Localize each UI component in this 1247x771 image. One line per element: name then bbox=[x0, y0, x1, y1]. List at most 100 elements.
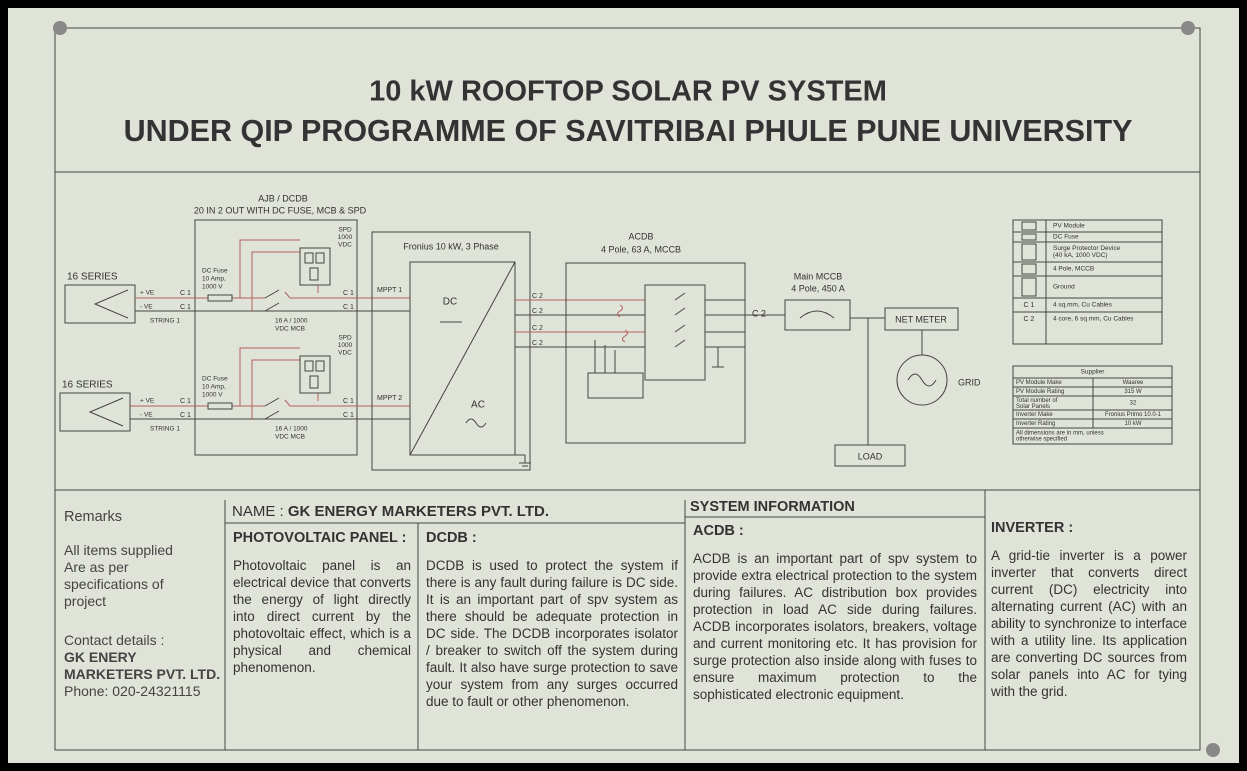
section-body: A grid-tie inverter is a power inverter … bbox=[991, 547, 1187, 700]
info-section: DCDB : DCDB is used to protect the system… bbox=[426, 530, 678, 710]
spd-label: VDC bbox=[338, 242, 352, 249]
ajb-title: AJB / DCDB bbox=[258, 193, 308, 203]
supplier-note: otherwise specified bbox=[1016, 437, 1067, 443]
company-name: MARKETERS PVT. LTD. bbox=[64, 666, 222, 683]
dc-fuse bbox=[208, 295, 232, 301]
subtitle: UNDER QIP PROGRAMME OF SAVITRIBAI PHULE … bbox=[124, 114, 1133, 148]
supplier-title: Supplier bbox=[1081, 369, 1106, 376]
section-body: DCDB is used to protect the system if th… bbox=[426, 557, 678, 710]
ground bbox=[515, 455, 531, 466]
spd-wire bbox=[240, 348, 318, 419]
legend-symbol bbox=[1022, 222, 1036, 230]
legend-symbol bbox=[1022, 234, 1036, 240]
mcb-switch bbox=[265, 290, 279, 311]
section-heading: DCDB : bbox=[426, 530, 678, 547]
cable-label: C 2 bbox=[532, 293, 543, 300]
meter-display bbox=[588, 373, 643, 398]
contact-label: Contact details : bbox=[64, 632, 222, 649]
pv-module bbox=[65, 285, 135, 323]
system-information: SYSTEM INFORMATION bbox=[690, 499, 855, 516]
legend-symbol bbox=[1022, 244, 1036, 260]
fuse-label: 10 Amp, bbox=[202, 276, 226, 283]
spd-label: SPD bbox=[338, 227, 352, 234]
mcb-switch bbox=[265, 398, 279, 419]
pv-symbol bbox=[90, 398, 123, 426]
supplier-value: Fronius Primo 10.0-1 bbox=[1105, 412, 1162, 418]
name-row: NAME : GK ENERGY MARKETERS PVT. LTD. bbox=[232, 503, 549, 520]
screw bbox=[1181, 21, 1195, 35]
ac-wave bbox=[466, 419, 486, 427]
spd-digits bbox=[305, 361, 324, 388]
acdb-out bbox=[705, 300, 745, 367]
cable-label: C 1 bbox=[343, 304, 354, 311]
series-label: 16 SERIES bbox=[62, 380, 113, 391]
polarity: + VE bbox=[140, 398, 155, 405]
cable-label: C 1 bbox=[180, 304, 191, 311]
mcb-label: 16 A / 1000 bbox=[275, 426, 308, 433]
mccb-arc bbox=[800, 311, 834, 318]
polarity: + VE bbox=[140, 290, 155, 297]
name-label: NAME : bbox=[232, 503, 284, 520]
mccb-subtitle: 4 Pole, 450 A bbox=[791, 283, 845, 293]
page: PV ModuleDC FuseSurge Protector Device(4… bbox=[0, 0, 1247, 771]
net-meter-label: NET METER bbox=[895, 314, 947, 324]
cable-label: C 2 bbox=[532, 308, 543, 315]
legend-code: C 1 bbox=[1024, 302, 1035, 309]
cable-label: C 2 bbox=[532, 325, 543, 332]
section-body: Photovoltaic panel is an electrical devi… bbox=[233, 557, 411, 676]
fuse-label: DC Fuse bbox=[202, 268, 228, 275]
section-heading: INVERTER : bbox=[991, 520, 1187, 537]
ajb-subtitle: 20 IN 2 OUT WITH DC FUSE, MCB & SPD bbox=[194, 205, 367, 215]
company-name: GK ENERY bbox=[64, 649, 222, 666]
cable-label: C 2 bbox=[752, 308, 766, 318]
section-body: ACDB is an important part of spv system … bbox=[693, 550, 977, 703]
supplier-label: PV Module Make bbox=[1016, 380, 1062, 386]
pv-symbol bbox=[95, 290, 128, 318]
supplier-value: 315 W bbox=[1124, 389, 1142, 395]
title: 10 kW ROOFTOP SOLAR PV SYSTEM bbox=[369, 76, 887, 108]
main-mccb-box bbox=[785, 300, 850, 330]
series-label: 16 SERIES bbox=[67, 272, 118, 283]
spd-label: VDC bbox=[338, 350, 352, 357]
cable-label: C 1 bbox=[343, 412, 354, 419]
coil bbox=[618, 305, 628, 342]
mcb-label: 16 A / 1000 bbox=[275, 318, 308, 325]
grid-label: GRID bbox=[958, 377, 981, 387]
legend-text: DC Fuse bbox=[1053, 234, 1079, 241]
supplier-value: 10 kW bbox=[1124, 421, 1141, 427]
legend-text: 4 sq.mm, Cu Cables bbox=[1053, 302, 1113, 309]
inverter-label: Fronius 10 kW, 3 Phase bbox=[403, 241, 499, 251]
cable-label: C 1 bbox=[343, 398, 354, 405]
fuse-label: 1000 V bbox=[202, 284, 223, 291]
polarity: - VE bbox=[140, 304, 153, 311]
screw bbox=[1206, 743, 1220, 757]
fuse-label: DC Fuse bbox=[202, 376, 228, 383]
mcb-label: VDC MCB bbox=[275, 434, 305, 441]
supplier-label: Solar Panels bbox=[1016, 404, 1050, 410]
legend-symbol bbox=[1022, 264, 1036, 274]
legend-text: 4 core, 6 sq mm, Cu Cables bbox=[1053, 316, 1134, 323]
spd-label: SPD bbox=[338, 335, 352, 342]
info-section: PHOTOVOLTAIC PANEL :Photovoltaic panel i… bbox=[233, 530, 411, 676]
supplier-value: 32 bbox=[1130, 401, 1137, 407]
string-label: STRING 1 bbox=[150, 426, 180, 433]
remarks-line: project bbox=[64, 593, 222, 610]
info-section: INVERTER : A grid-tie inverter is a power… bbox=[991, 520, 1187, 700]
screw bbox=[53, 21, 67, 35]
remarks-line: Are as per bbox=[64, 559, 222, 576]
legend-text: Ground bbox=[1053, 284, 1075, 291]
cable-label: C 1 bbox=[180, 412, 191, 419]
remarks-line: specifications of bbox=[64, 576, 222, 593]
mppt-label: MPPT 2 bbox=[377, 395, 402, 402]
section-heading: ACDB : bbox=[693, 523, 977, 540]
switch bbox=[675, 293, 685, 347]
load-label: LOAD bbox=[858, 451, 883, 461]
spd-label: 1000 bbox=[338, 234, 353, 241]
spd-digits bbox=[305, 253, 324, 280]
meter-wire bbox=[595, 340, 615, 373]
legend-text: (40 kA, 1000 VDC) bbox=[1053, 252, 1108, 259]
legend-symbol bbox=[1022, 278, 1036, 296]
dc-label: DC bbox=[443, 297, 457, 308]
fuse-label: 10 Amp, bbox=[202, 384, 226, 391]
